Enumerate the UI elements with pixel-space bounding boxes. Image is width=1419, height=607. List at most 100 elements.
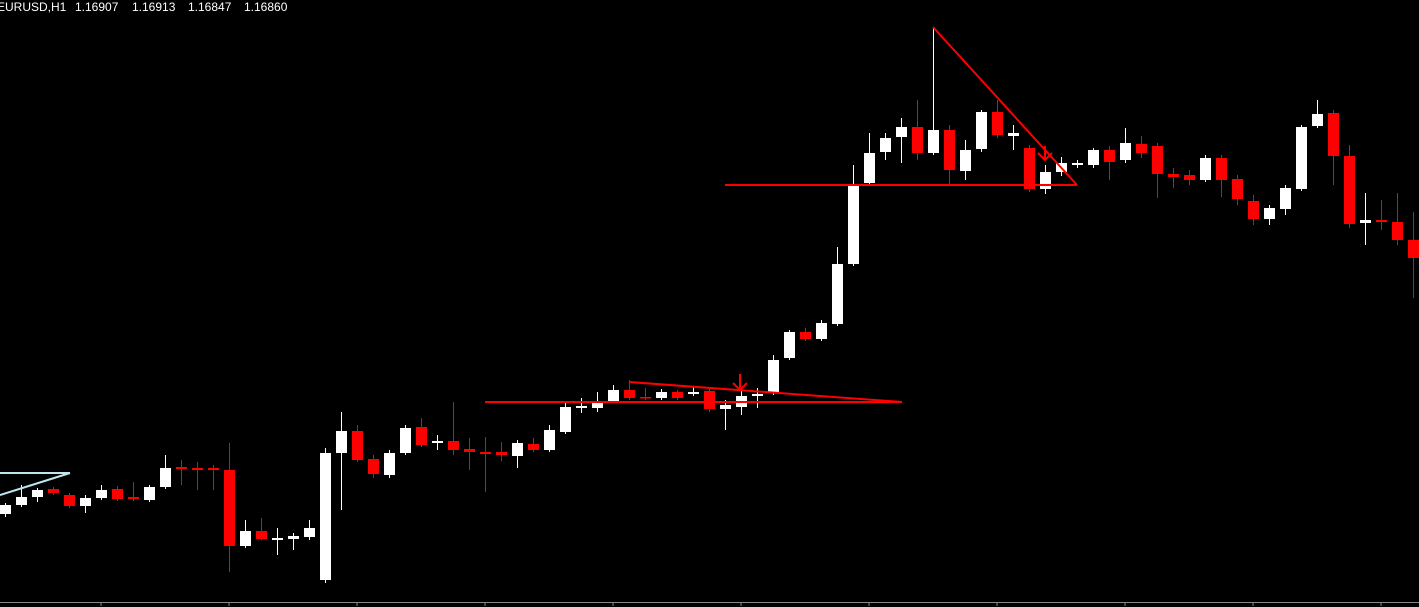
candle-body bbox=[1328, 113, 1339, 156]
candle-body bbox=[160, 468, 171, 487]
candle-body bbox=[624, 390, 635, 398]
candle-body bbox=[1408, 240, 1419, 258]
candle-body bbox=[304, 528, 315, 537]
trendline bbox=[628, 381, 903, 403]
candle-body bbox=[1360, 220, 1371, 223]
candle-body bbox=[352, 431, 363, 460]
candles bbox=[0, 27, 1419, 583]
candle-body bbox=[864, 153, 875, 183]
candle-body bbox=[1216, 158, 1227, 180]
candle-body bbox=[848, 184, 859, 264]
candle-body bbox=[672, 392, 683, 398]
candle-body bbox=[1264, 208, 1275, 219]
candle-body bbox=[1376, 220, 1387, 222]
drawings bbox=[0, 26, 1078, 496]
candle-body bbox=[1024, 148, 1035, 189]
candle-body bbox=[1120, 143, 1131, 160]
candle-body bbox=[1088, 150, 1099, 165]
candle-body bbox=[528, 444, 539, 450]
candle-body bbox=[592, 402, 603, 408]
candle-body bbox=[144, 487, 155, 500]
candle-body bbox=[1280, 188, 1291, 209]
candle-body bbox=[112, 489, 123, 499]
candle-body bbox=[464, 449, 475, 452]
candle-body bbox=[912, 127, 923, 153]
candle-body bbox=[992, 112, 1003, 135]
trendline bbox=[932, 26, 1078, 186]
candle-body bbox=[96, 490, 107, 498]
candle-body bbox=[688, 392, 699, 394]
candle-body bbox=[368, 459, 379, 474]
candle-body bbox=[336, 431, 347, 453]
candle-body bbox=[880, 138, 891, 152]
candle-body bbox=[448, 441, 459, 450]
candle-body bbox=[1040, 172, 1051, 189]
candle-body bbox=[976, 112, 987, 149]
candle-body bbox=[560, 407, 571, 432]
candle-body bbox=[1072, 163, 1083, 165]
candle-body bbox=[1248, 201, 1259, 219]
quote-close: 1.16860 bbox=[244, 0, 288, 14]
sell-arrow bbox=[1037, 146, 1053, 162]
candle-body bbox=[416, 427, 427, 445]
candle-body bbox=[784, 332, 795, 358]
time-axis bbox=[0, 602, 1419, 606]
candle-body bbox=[1136, 144, 1147, 153]
candle-body bbox=[752, 394, 763, 396]
candle-body bbox=[64, 495, 75, 506]
candle-body bbox=[960, 150, 971, 171]
candle-body bbox=[1312, 114, 1323, 126]
quote-high: 1.16913 bbox=[132, 0, 176, 14]
chart-title: EURUSD,H1 bbox=[0, 0, 67, 14]
candle-body bbox=[704, 391, 715, 409]
candle-body bbox=[512, 443, 523, 456]
candle-body bbox=[208, 468, 219, 470]
candle-body bbox=[16, 497, 27, 505]
candle-body bbox=[432, 441, 443, 443]
candle-body bbox=[272, 538, 283, 540]
candle-body bbox=[48, 489, 59, 493]
candle-body bbox=[384, 453, 395, 475]
candle-body bbox=[240, 531, 251, 546]
candle-body bbox=[288, 536, 299, 539]
candle-body bbox=[1200, 158, 1211, 180]
candle-body bbox=[816, 323, 827, 339]
candle-body bbox=[800, 332, 811, 339]
quote-open: 1.16907 bbox=[75, 0, 119, 14]
candle-body bbox=[1168, 174, 1179, 177]
candle-body bbox=[192, 468, 203, 470]
candle-body bbox=[640, 397, 651, 399]
candle-body bbox=[1104, 150, 1115, 162]
candle-body bbox=[832, 264, 843, 324]
candle-body bbox=[1296, 127, 1307, 189]
candle-body bbox=[32, 490, 43, 497]
candle-body bbox=[256, 531, 267, 539]
candle-body bbox=[576, 406, 587, 408]
candle-body bbox=[400, 428, 411, 453]
candle-body bbox=[544, 430, 555, 450]
candle-body bbox=[224, 470, 235, 546]
candle-body bbox=[720, 405, 731, 409]
candle-body bbox=[1232, 179, 1243, 199]
candle-body bbox=[896, 127, 907, 137]
quote-low: 1.16847 bbox=[188, 0, 232, 14]
candle-body bbox=[1344, 156, 1355, 224]
candle-body bbox=[128, 497, 139, 499]
candle-body bbox=[480, 452, 491, 454]
candle-body bbox=[176, 467, 187, 469]
candle-body bbox=[80, 498, 91, 506]
axis-ticks bbox=[100, 602, 1382, 606]
trendline bbox=[0, 472, 71, 496]
candle-body bbox=[1392, 222, 1403, 240]
candle-body bbox=[1184, 175, 1195, 180]
candle-body bbox=[768, 360, 779, 393]
candle-body bbox=[320, 453, 331, 580]
candle-body bbox=[608, 390, 619, 401]
candle-body bbox=[944, 130, 955, 170]
sell-arrow bbox=[732, 374, 748, 392]
candle-body bbox=[496, 452, 507, 455]
candle-body bbox=[1152, 146, 1163, 174]
candle-body bbox=[928, 130, 939, 153]
